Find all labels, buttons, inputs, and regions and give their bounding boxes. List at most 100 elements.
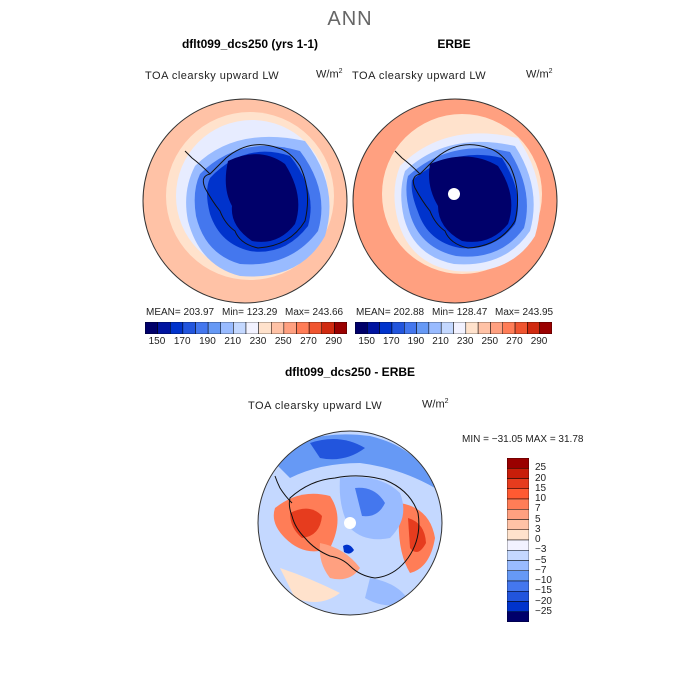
panel2-colorbar-swatch	[355, 322, 368, 334]
diff-map	[257, 430, 443, 616]
panel2-colorbar-swatch	[379, 322, 393, 334]
panel2-var-label: TOA clearsky upward LW	[352, 70, 487, 82]
diff-colorbar-swatch	[507, 478, 529, 489]
panel2-colorbar-swatch	[453, 322, 467, 334]
diff-colorbar-tick-label: 10	[535, 493, 547, 504]
panel1-colorbar-labels: 150 170 190 210 230 250 270 290	[145, 336, 347, 348]
panel1-peninsula	[184, 150, 211, 175]
diff-colorbar-tick-label: −25	[535, 605, 552, 617]
diff-colorbar-tick-label: −5	[535, 554, 547, 566]
diff-colorbar-tick-label: 25	[535, 462, 547, 474]
diff-field-ross-blue	[343, 544, 354, 554]
panel2-colorbar-swatch	[404, 322, 417, 334]
panel1-map	[142, 98, 348, 304]
panel2-max: Max= 243.95	[495, 307, 554, 318]
panel2-peninsula	[394, 150, 421, 175]
diff-colorbar-labels: 25 20 15 10 7 5 3 0 −3 −5 −7 −10 −15 −20 −25	[535, 458, 575, 622]
panel1-colorbar-swatch	[321, 322, 335, 334]
diff-field-interior-deep	[355, 487, 385, 517]
panel1-colorbar-tick-label: 210	[224, 336, 242, 347]
panel2-colorbar	[355, 322, 552, 334]
panel1-colorbar-swatch	[207, 322, 221, 334]
diff-colorbar-swatch	[507, 498, 529, 510]
panel2-colorbar-tick-label: 290	[530, 336, 548, 347]
diff-pole-missing	[344, 517, 356, 529]
panel1-colorbar-swatch	[157, 322, 171, 334]
diff-colorbar	[507, 458, 529, 622]
panel2-colorbar-swatch	[367, 322, 380, 334]
diff-minmax: MIN = −31.05 MAX = 31.78	[462, 434, 584, 445]
diff-colorbar-swatch	[507, 591, 529, 602]
diff-colorbar-swatch	[507, 550, 529, 561]
diff-colorbar-swatch	[507, 488, 529, 500]
diff-colorbar-swatch	[507, 519, 529, 530]
panel2-pole-missing	[448, 188, 460, 200]
diff-field-north-deep	[310, 439, 365, 460]
panel2-unit: W/m2	[526, 68, 553, 81]
panel2-colorbar-swatch	[440, 322, 454, 334]
diff-unit: W/m2	[422, 398, 449, 411]
diff-peninsula	[274, 475, 293, 504]
panel2-title: ERBE	[437, 37, 471, 51]
diff-field-south-light	[280, 568, 340, 602]
diff-colorbar-tick-label: 5	[535, 513, 541, 525]
diff-field-south-red	[319, 543, 360, 580]
diff-var-label: TOA clearsky upward LW	[248, 400, 383, 412]
diff-colorbar-swatch	[507, 560, 529, 571]
diff-colorbar-tick-label: 15	[535, 482, 547, 494]
panel2-colorbar-labels: 150 170 190 210 230 250 270 290	[355, 336, 552, 348]
main-title: ANN	[327, 8, 373, 30]
diff-field-south-blue	[365, 578, 410, 606]
panel2-colorbar-tick-label: 250	[481, 336, 499, 347]
diff-colorbar-swatch	[507, 570, 529, 582]
diff-colorbar-swatch	[507, 458, 529, 469]
panel2-colorbar-swatch	[391, 322, 405, 334]
panel1-colorbar-tick-label: 270	[300, 336, 317, 347]
panel2-field-continent	[429, 156, 512, 242]
diff-colorbar-tick-label: 7	[535, 503, 541, 515]
panel2-colorbar-swatch	[514, 322, 528, 334]
diff-colorbar-tick-label: −15	[535, 585, 552, 597]
panel1-colorbar-tick-label: 170	[173, 336, 191, 347]
panel1-title: dflt099_dcs250 (yrs 1-1)	[181, 37, 319, 51]
diff-colorbar-tick-label: 3	[535, 523, 541, 535]
panel1-colorbar-tick-label: 190	[199, 336, 216, 347]
panel2-colorbar-swatch	[539, 322, 552, 334]
panel2-colorbar-tick-label: 170	[382, 336, 400, 347]
panel1-colorbar-swatch	[296, 322, 310, 334]
panel1-min: Min= 123.29	[222, 307, 278, 318]
panel2-mean: MEAN= 202.88	[356, 307, 425, 318]
diff-field-west-deep	[290, 508, 322, 538]
panel1-colorbar-swatch	[195, 322, 209, 334]
panel2-colorbar-swatch	[490, 322, 503, 334]
panel1-colorbar-swatch	[283, 322, 297, 334]
diff-colorbar-tick-label: −20	[535, 595, 552, 607]
panel2-colorbar-swatch	[477, 322, 491, 334]
diff-colorbar-tick-label: −3	[535, 544, 547, 556]
diff-coastline	[288, 475, 420, 579]
panel1-colorbar-swatch	[145, 322, 158, 334]
panel1-colorbar-swatch	[220, 322, 234, 334]
panel1-max: Max= 243.66	[285, 307, 344, 318]
panel1-colorbar-swatch	[308, 322, 322, 334]
panel1-colorbar-tick-label: 290	[325, 336, 343, 347]
panel1-colorbar-swatch	[182, 322, 196, 334]
diff-colorbar-swatch	[507, 539, 529, 551]
panel1-field-continent	[225, 154, 299, 242]
panel1-unit: W/m2	[316, 68, 343, 81]
panel1-colorbar-swatch	[170, 322, 184, 334]
diff-colorbar-swatch	[507, 529, 529, 541]
panel2-colorbar-swatch	[416, 322, 430, 334]
diff-field-north-blue	[270, 434, 435, 488]
panel2-colorbar-tick-label: 150	[358, 336, 375, 347]
diff-colorbar-tick-label: −10	[535, 575, 552, 586]
diff-colorbar-swatch	[507, 611, 529, 622]
diff-field-east-deep	[408, 518, 426, 552]
diff-colorbar-swatch	[507, 509, 529, 520]
panel1-colorbar-tick-label: 150	[148, 336, 166, 347]
panel2-colorbar-tick-label: 270	[506, 336, 523, 347]
panel2-colorbar-swatch	[502, 322, 516, 334]
diff-colorbar-swatch	[507, 601, 529, 612]
panel2-colorbar-tick-label: 210	[432, 336, 449, 347]
diff-colorbar-tick-label: 0	[535, 534, 541, 545]
